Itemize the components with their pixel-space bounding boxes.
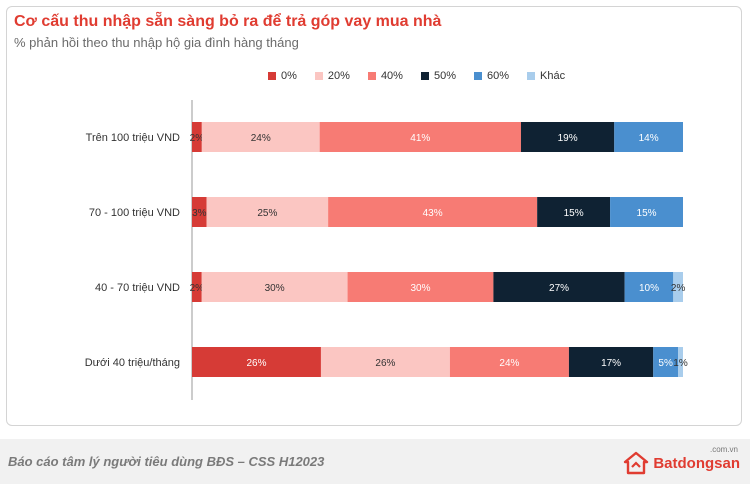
data-label: 15% <box>637 208 657 219</box>
category-label: Trên 100 triệu VND <box>86 132 180 144</box>
footer-report-title: Báo cáo tâm lý người tiêu dùng BĐS – CSS… <box>8 454 325 469</box>
data-label: 19% <box>558 133 578 144</box>
bar-segment <box>537 197 611 227</box>
legend-item: 20% <box>314 70 350 82</box>
data-label: 2% <box>671 283 686 294</box>
legend-label: 0% <box>281 70 297 82</box>
bar-segment <box>328 197 538 227</box>
data-label: 41% <box>410 133 430 144</box>
bar-segment <box>206 197 329 227</box>
legend-swatch <box>527 72 536 80</box>
brand-domain: .com.vn <box>709 445 738 454</box>
bar-segment <box>192 197 207 227</box>
bar-segment <box>192 347 321 377</box>
bar-segment <box>319 122 521 152</box>
legend-swatch <box>314 72 323 80</box>
data-label: 15% <box>564 208 584 219</box>
chart-title: Cơ cấu thu nhập sẵn sàng bỏ ra để trả gó… <box>14 13 442 30</box>
legend-swatch <box>367 72 376 80</box>
legend-label: 40% <box>380 70 403 82</box>
bar-segment <box>493 272 625 302</box>
data-label: 24% <box>499 358 519 369</box>
category-label: Dưới 40 triệu/tháng <box>85 357 180 369</box>
data-label: 30% <box>410 283 430 294</box>
legend-item: 0% <box>268 70 297 82</box>
category-label: 70 - 100 triệu VND <box>89 207 180 219</box>
legend-swatch <box>420 72 429 80</box>
bar-segment <box>678 347 683 377</box>
stacked-bar-chart: Trên 100 triệu VND 2% 24% 41% 19% 14% 70 - 100… <box>85 100 688 400</box>
data-label: 10% <box>639 283 659 294</box>
legend-label: 50% <box>433 70 456 82</box>
bar-segment <box>192 122 202 152</box>
data-label: 27% <box>549 283 569 294</box>
bar-segment <box>653 347 679 377</box>
chart-subtitle: % phản hồi theo thu nhập hộ gia đình hàn… <box>14 35 299 50</box>
data-label: 26% <box>375 358 395 369</box>
bar-segment <box>449 347 569 377</box>
legend-item: 60% <box>474 70 509 82</box>
legend-label: 60% <box>487 70 510 82</box>
data-label: 30% <box>265 283 285 294</box>
bar-segment <box>201 122 320 152</box>
footer: Báo cáo tâm lý người tiêu dùng BĐS – CSS… <box>0 439 750 484</box>
data-label: 2% <box>190 133 205 144</box>
legend-swatch <box>474 72 482 80</box>
data-label: 1% <box>673 358 688 369</box>
bar-segment <box>673 272 683 302</box>
bar-segment <box>614 122 683 152</box>
category-label: 40 - 70 triệu VND <box>95 282 180 294</box>
bar-segment <box>192 272 202 302</box>
data-label: 43% <box>423 208 443 219</box>
bar-segment <box>347 272 494 302</box>
bar-segment <box>320 347 450 377</box>
bar-segment <box>201 272 348 302</box>
house-logo-icon <box>624 451 649 475</box>
legend-item: 50% <box>420 70 456 82</box>
data-label: 24% <box>251 133 271 144</box>
bar-segment <box>624 272 674 302</box>
bar-segment <box>568 347 654 377</box>
data-label: 5% <box>658 358 673 369</box>
brand-logo[interactable]: Batdongsan .com.vn <box>623 445 740 477</box>
data-label: 2% <box>190 283 205 294</box>
chart-legend: 0% 20% 40% 50% 60% Khác <box>268 69 565 83</box>
bar-segment <box>610 197 683 227</box>
bar-segment <box>520 122 615 152</box>
legend-label: Khác <box>540 70 566 82</box>
data-label: 25% <box>257 208 277 219</box>
data-label: 17% <box>601 358 621 369</box>
brand-name: Batdongsan <box>653 454 740 472</box>
data-label: 26% <box>246 358 266 369</box>
legend-swatch <box>268 72 276 80</box>
legend-label: 20% <box>327 70 350 82</box>
legend-item: Khác <box>527 70 565 82</box>
legend-item: 40% <box>367 70 403 82</box>
data-label: 14% <box>639 133 659 144</box>
data-label: 3% <box>192 208 207 219</box>
